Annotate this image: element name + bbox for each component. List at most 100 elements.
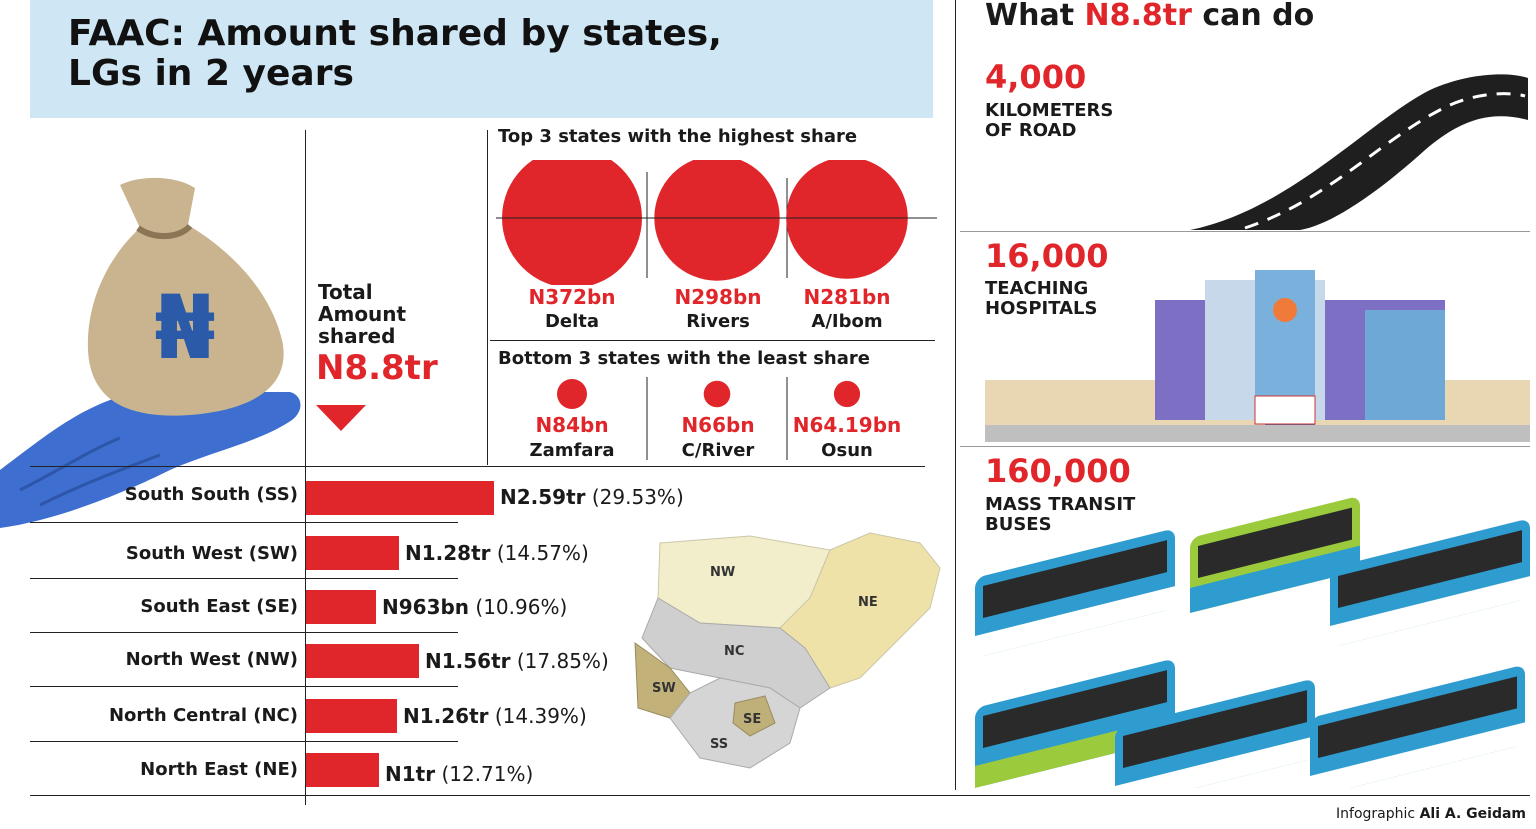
top3-state-2: Rivers [686, 311, 750, 332]
bar-sw [306, 536, 399, 570]
bar-percent: (17.85%) [516, 649, 609, 673]
road-number: 4,000 [985, 58, 1087, 96]
row-divider [30, 686, 458, 687]
bar-percent: (10.96%) [475, 595, 568, 619]
top3-heading: Top 3 states with the highest share [498, 126, 858, 147]
bus-description: MASS TRANSIT BUSES [985, 495, 1135, 535]
bar-nw [306, 644, 419, 678]
bar-value-label: N1.26tr (14.39%) [403, 704, 587, 728]
road-description: KILOMETERS OF ROAD [985, 101, 1113, 141]
bar-percent: (14.57%) [496, 541, 589, 565]
total-value: N8.8tr [316, 348, 438, 388]
top3-state-3: A/Ibom [811, 311, 883, 332]
bar-value: N2.59tr [500, 485, 586, 509]
total-label-line-3: shared [318, 324, 396, 348]
total-label-line-2: Amount [318, 302, 407, 326]
bar-value-label: N1.56tr (17.85%) [425, 649, 609, 673]
top3-amount-3: N281bn [803, 285, 891, 309]
credit-prefix: Infographic [1336, 806, 1420, 822]
hospital-desc-line-2: HOSPITALS [985, 298, 1098, 319]
top3-state-1: Delta [544, 311, 600, 332]
hospital-desc-line-1: TEACHING [985, 278, 1089, 299]
bottom3-heading: Bottom 3 states with the least share [498, 348, 870, 369]
divider-vertical-2 [487, 130, 488, 465]
bar-category-label: South West (SW) [125, 543, 298, 564]
bar-value-label: N963bn (10.96%) [382, 595, 567, 619]
title-line-1: FAAC: Amount shared by states, [68, 13, 722, 54]
row-divider [30, 578, 458, 579]
row-divider [30, 632, 458, 633]
bar-value: N1.28tr [405, 541, 491, 565]
top3-circle-aibom [786, 160, 908, 279]
road-desc-line-2: OF ROAD [985, 120, 1077, 141]
bar-category-label: South East (SE) [140, 596, 298, 617]
bar-percent: (12.71%) [441, 762, 534, 786]
divider-vertical-3 [955, 0, 956, 790]
road-desc-line-1: KILOMETERS [985, 100, 1114, 121]
bus-desc-line-1: MASS TRANSIT [985, 494, 1136, 515]
what-heading-prefix: What [985, 0, 1085, 33]
hospital-description: TEACHING HOSPITALS [985, 279, 1097, 319]
row-divider [30, 522, 458, 523]
bar-ne [306, 753, 379, 787]
divider-vertical-1 [305, 130, 306, 805]
nigeria-region-map: NW NE NC SW SE SS [634, 532, 941, 769]
top3-circles [496, 160, 937, 285]
map-label-nw: NW [710, 565, 735, 580]
top3-circle-delta [502, 160, 642, 285]
what-heading: What N8.8tr can do [985, 0, 1314, 33]
bar-value-label: N2.59tr (29.53%) [500, 485, 684, 509]
page-title: FAAC: Amount shared by states, LGs in 2 … [68, 14, 722, 94]
bar-value: N1.56tr [425, 649, 511, 673]
bar-se [306, 590, 376, 624]
bottom3-circles [557, 377, 861, 460]
what-heading-highlight: N8.8tr [1084, 0, 1192, 33]
map-label-ss: SS [710, 737, 728, 752]
bottom3-circle-criver [703, 380, 731, 408]
bottom3-state-1: Zamfara [529, 440, 615, 461]
divider-horizontal-bottom [30, 795, 1530, 796]
map-label-se: SE [743, 712, 761, 727]
bar-percent: (29.53%) [591, 485, 684, 509]
right-divider-1 [960, 231, 1530, 232]
bar-category-label: South South (SS) [124, 484, 298, 505]
bar-nc [306, 699, 397, 733]
bottom3-state-2: C/River [681, 440, 755, 461]
bottom3-amount-2: N66bn [681, 413, 755, 437]
divider-top-bottom [490, 340, 935, 341]
bar-percent: (14.39%) [494, 704, 587, 728]
bottom3-amount-3: N64.19bn [792, 413, 902, 437]
bar-value-label: N1tr (12.71%) [385, 762, 533, 786]
svg-text:₦: ₦ [154, 276, 215, 379]
title-line-2: LGs in 2 years [68, 53, 354, 94]
what-heading-suffix: can do [1191, 0, 1315, 33]
money-bag-hand-icon: ₦ [0, 177, 301, 528]
map-label-ne: NE [858, 595, 878, 610]
map-label-sw: SW [652, 681, 676, 696]
credit: Infographic Ali A. Geidam [1336, 806, 1526, 822]
bus-icon [975, 497, 1530, 788]
road-icon [1190, 74, 1528, 230]
bottom3-circle-zamfara [557, 379, 587, 409]
bottom3-state-3: Osun [821, 440, 873, 461]
map-label-nc: NC [724, 644, 744, 659]
bottom3-circle-osun [833, 380, 861, 408]
right-divider-2 [960, 446, 1530, 447]
total-label-line-1: Total [318, 280, 373, 304]
hospital-number: 16,000 [985, 237, 1109, 275]
top3-amount-2: N298bn [674, 285, 762, 309]
divider-horizontal-top [30, 466, 925, 467]
top3-circle-rivers [654, 160, 780, 281]
down-arrow-icon [316, 405, 366, 431]
bar-value: N1.26tr [403, 704, 489, 728]
bar-category-label: North Central (NC) [108, 705, 298, 726]
bottom3-amount-1: N84bn [535, 413, 609, 437]
bar-value: N963bn [382, 595, 470, 619]
credit-name: Ali A. Geidam [1419, 806, 1526, 822]
bar-value-label: N1.28tr (14.57%) [405, 541, 589, 565]
hospital-icon [985, 270, 1530, 442]
top3-amount-1: N372bn [528, 285, 616, 309]
bar-value: N1tr [385, 762, 436, 786]
row-divider [30, 741, 458, 742]
title-banner [30, 0, 933, 118]
